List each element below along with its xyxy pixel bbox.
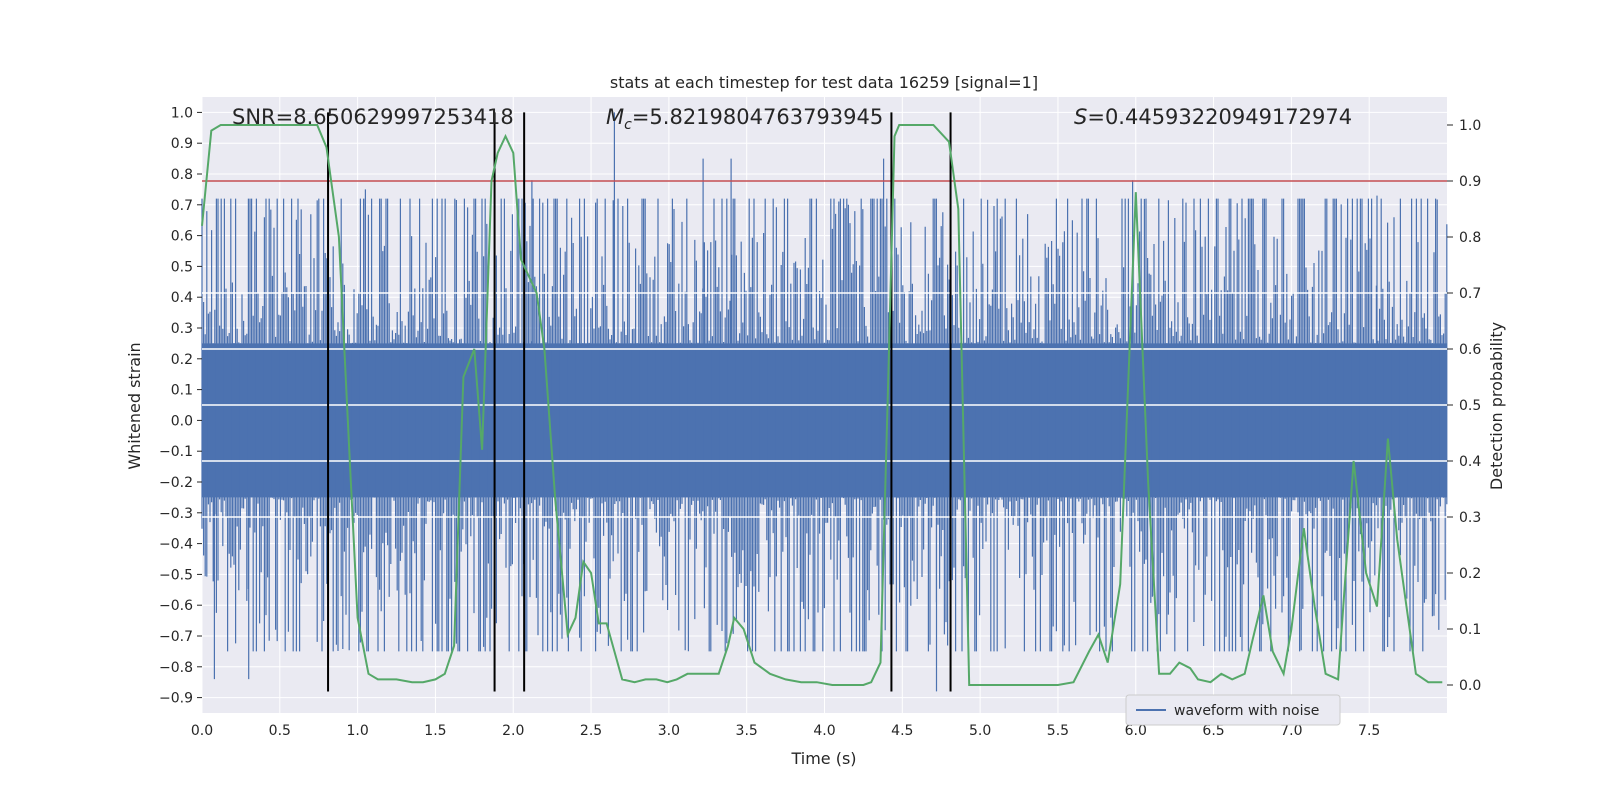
grid-right-axis-overlay <box>202 292 1447 518</box>
series-detection-probability <box>201 124 1443 686</box>
left-tick-label-18: 0.9 <box>171 136 193 152</box>
s-annotation: S=0.44593220949172974 <box>1074 105 1352 129</box>
x-tick-label-4: 2.0 <box>502 723 524 739</box>
left-tick-label-15: 0.6 <box>171 229 193 245</box>
left-tick-label-14: 0.5 <box>171 259 193 275</box>
left-tick-label-19: 1.0 <box>171 105 193 121</box>
x-tick-label-2: 1.0 <box>346 723 368 739</box>
right-tick-label-7: 0.7 <box>1459 286 1481 302</box>
x-tick-label-12: 6.0 <box>1125 723 1147 739</box>
left-tick-label-10: 0.1 <box>171 383 193 399</box>
noise-spikes <box>201 112 1448 692</box>
right-tick-label-4: 0.4 <box>1459 454 1481 470</box>
left-tick-label-11: 0.2 <box>171 352 193 368</box>
left-tick-label-6: −0.3 <box>159 506 193 522</box>
x-tick-label-5: 2.5 <box>580 723 602 739</box>
right-tick-label-1: 0.1 <box>1459 622 1481 638</box>
left-tick-label-7: −0.2 <box>159 475 193 491</box>
right-tick-label-9: 0.9 <box>1459 174 1481 190</box>
legend-box <box>1125 694 1341 726</box>
left-tick-label-8: −0.1 <box>159 444 193 460</box>
chirp-mass-symbol: M <box>606 105 624 129</box>
x-tick-label-6: 3.0 <box>658 723 680 739</box>
x-tick-label-3: 1.5 <box>424 723 446 739</box>
legend: waveform with noise <box>1125 694 1341 726</box>
s-symbol: S <box>1074 105 1087 129</box>
right-tick-label-0: 0.0 <box>1459 678 1481 694</box>
left-tick-label-1: −0.8 <box>159 660 193 676</box>
right-tick-label-5: 0.5 <box>1459 398 1481 414</box>
x-tick-label-0: 0.0 <box>191 723 213 739</box>
chart-title: stats at each timestep for test data 162… <box>610 73 1038 92</box>
vertical-markers <box>327 112 952 692</box>
left-tick-label-3: −0.6 <box>159 598 193 614</box>
right-tick-label-8: 0.8 <box>1459 230 1481 246</box>
left-tick-label-0: −0.9 <box>159 691 193 707</box>
left-tick-label-9: 0.0 <box>171 413 193 429</box>
chirp-mass-value: =5.8219804763793945 <box>632 105 883 129</box>
x-tick-label-11: 5.5 <box>1047 723 1069 739</box>
left-axis-label: Whitened strain <box>125 342 144 469</box>
left-tick-label-5: −0.4 <box>159 537 193 553</box>
left-tick-label-2: −0.7 <box>159 629 193 645</box>
right-tick-label-6: 0.6 <box>1459 342 1481 358</box>
left-tick-label-13: 0.4 <box>171 290 193 306</box>
left-tick-label-12: 0.3 <box>171 321 193 337</box>
x-tick-label-1: 0.5 <box>269 723 291 739</box>
left-tick-label-17: 0.8 <box>171 167 193 183</box>
detection-probability-line <box>201 124 1443 686</box>
right-tick-label-2: 0.2 <box>1459 566 1481 582</box>
x-axis-ticks: 0.0 0.5 1.0 1.5 2.0 2.5 3.0 3.5 4.0 4.5 5.0 5.5 6.0 6… <box>191 723 1380 739</box>
x-tick-label-9: 4.5 <box>891 723 913 739</box>
right-axis-label: Detection probability <box>1487 322 1506 490</box>
x-tick-label-14: 7.0 <box>1280 723 1302 739</box>
x-tick-label-8: 4.0 <box>813 723 835 739</box>
left-tick-label-4: −0.5 <box>159 567 193 583</box>
s-value: =0.44593220949172974 <box>1087 105 1352 129</box>
chirp-mass-subscript: c <box>624 117 632 133</box>
legend-label: waveform with noise <box>1174 703 1319 719</box>
right-axis-ticks: 0.0 0.1 0.2 0.3 0.4 0.5 0.6 0.7 0.8 0.9 1.0 <box>1447 118 1481 694</box>
snr-annotation: SNR=8.650629997253418 <box>232 105 514 129</box>
chirp-mass-annotation: Mc=5.8219804763793945 <box>606 105 883 133</box>
left-axis-ticks: −0.9 −0.8 −0.7 −0.6 −0.5 −0.4 −0.3 −0.2 −0.1 0.0 0… <box>159 105 202 707</box>
x-tick-label-15: 7.5 <box>1358 723 1380 739</box>
left-tick-label-16: 0.7 <box>171 198 193 214</box>
x-axis-label: Time (s) <box>790 749 856 768</box>
x-tick-label-7: 3.5 <box>736 723 758 739</box>
right-tick-label-10: 1.0 <box>1459 118 1481 134</box>
series-waveform-with-noise <box>201 112 1448 692</box>
right-tick-label-3: 0.3 <box>1459 510 1481 526</box>
x-tick-label-10: 5.0 <box>969 723 991 739</box>
x-tick-label-13: 6.5 <box>1202 723 1224 739</box>
